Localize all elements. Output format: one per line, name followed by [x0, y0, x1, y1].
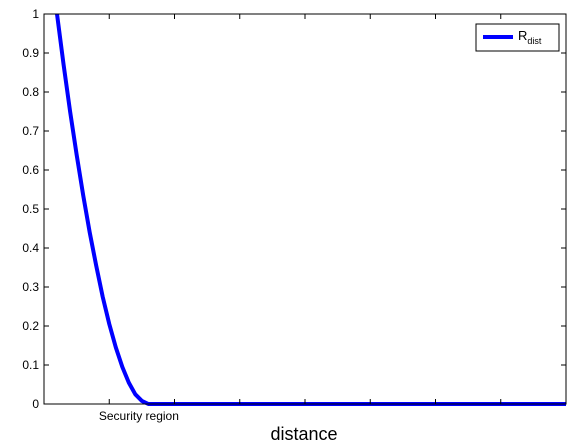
series-line-r-dist	[55, 13, 566, 406]
y-tick-label: 0.5	[22, 202, 39, 216]
legend-label: Rdist	[518, 28, 542, 46]
y-tick-label: 0.7	[22, 124, 39, 138]
y-tick-label: 1	[32, 7, 39, 21]
y-tick-label: 0	[32, 397, 39, 411]
y-tick-label: 0.9	[22, 46, 39, 60]
y-tick-label: 0.8	[22, 85, 39, 99]
y-tick-label: 0.2	[22, 319, 39, 333]
plot-frame	[43, 13, 567, 405]
y-tick-label: 0.1	[22, 358, 39, 372]
x-axis-label: distance	[270, 424, 337, 444]
legend-label-main: R	[518, 28, 527, 43]
y-tick-label: 0.6	[22, 163, 39, 177]
legend-label-sub: dist	[527, 36, 542, 46]
x-tick-label-security-region: Security region	[99, 409, 179, 423]
y-tick-label: 0.3	[22, 280, 39, 294]
y-tick-label: 0.4	[22, 241, 39, 255]
